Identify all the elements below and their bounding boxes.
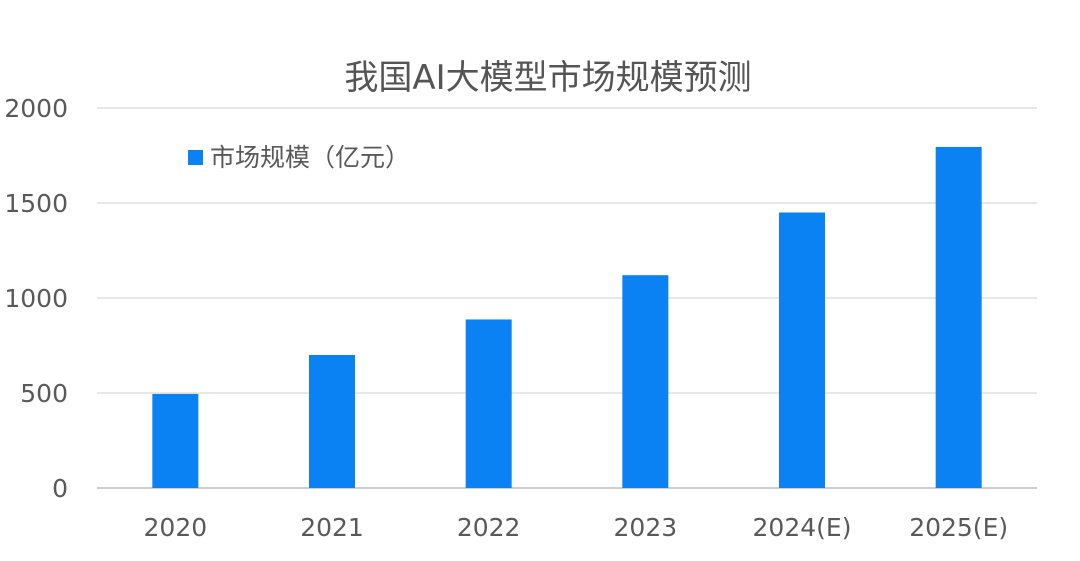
gridlines <box>97 107 1037 489</box>
bar-series <box>152 146 982 488</box>
y-tick-label: 500 <box>20 379 68 408</box>
x-axis-ticks: 2020 2021 2022 2023 2024(E) 2025(E) <box>144 513 1009 542</box>
bar <box>935 146 982 488</box>
x-tick-label: 2025(E) <box>909 513 1008 542</box>
x-tick-label: 2021 <box>300 513 364 542</box>
x-tick-label: 2022 <box>457 513 521 542</box>
legend-swatch <box>188 150 203 165</box>
x-tick-label: 2020 <box>144 513 208 542</box>
y-tick-label: 1500 <box>4 189 68 218</box>
x-tick-label: 2023 <box>614 513 678 542</box>
bar <box>152 393 199 488</box>
bar <box>465 319 512 488</box>
bar <box>622 275 669 488</box>
bar <box>309 355 355 488</box>
y-tick-label: 0 <box>52 474 68 503</box>
x-tick-label: 2024(E) <box>753 513 852 542</box>
chart-title: 我国AI大模型市场规模预测 <box>344 58 751 98</box>
y-tick-label: 1000 <box>4 284 68 313</box>
legend-label: 市场规模（亿元） <box>210 143 410 172</box>
y-axis-ticks: 0 500 1000 1500 2000 <box>4 94 68 503</box>
legend: 市场规模（亿元） <box>188 143 410 172</box>
bar <box>779 212 825 488</box>
y-tick-label: 2000 <box>4 94 68 123</box>
